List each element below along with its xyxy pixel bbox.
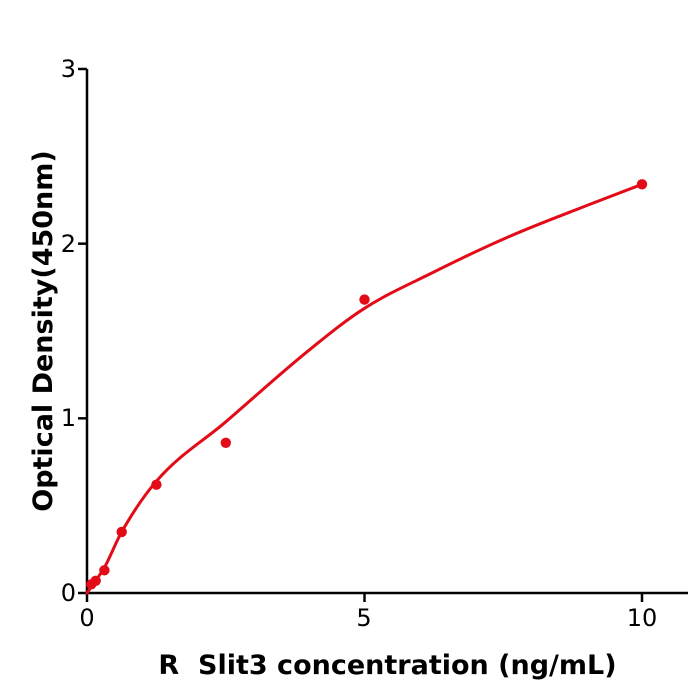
data-point <box>636 179 648 190</box>
data-point <box>99 565 110 576</box>
data-point <box>359 294 370 305</box>
data-point <box>116 526 127 538</box>
data-point <box>90 575 101 586</box>
y-tick-label-2: 2 <box>60 230 76 258</box>
x-tick-label-5: 5 <box>356 604 372 632</box>
data-point <box>151 479 162 490</box>
x-axis-label: R Slit3 concentration (ng/mL) <box>158 650 617 681</box>
x-tick-label-10: 10 <box>626 604 658 632</box>
y-axis-label: Optical Density(450nm) <box>27 150 59 512</box>
y-tick-label-0: 0 <box>60 579 76 607</box>
x-tick-label-0: 0 <box>79 604 95 632</box>
y-tick-label-1: 1 <box>60 404 76 432</box>
fit-curve-line <box>85 182 644 595</box>
data-point <box>220 437 231 448</box>
y-tick-label-3: 3 <box>60 55 76 83</box>
